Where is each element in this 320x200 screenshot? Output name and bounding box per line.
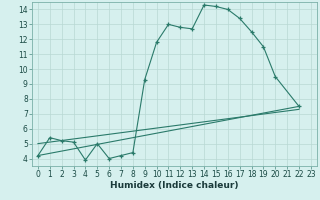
X-axis label: Humidex (Indice chaleur): Humidex (Indice chaleur) — [110, 181, 239, 190]
